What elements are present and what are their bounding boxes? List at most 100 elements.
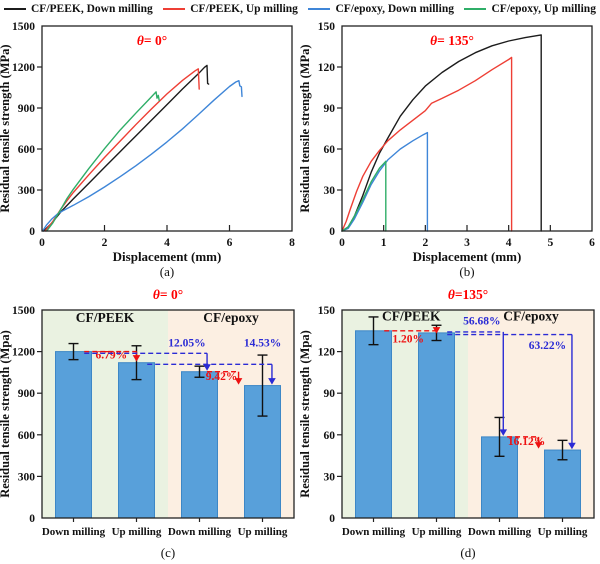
x-tick-label: 4 (164, 237, 170, 249)
x-tick-label: 6 (227, 237, 233, 249)
series-line (42, 64, 210, 232)
series-line (341, 131, 429, 232)
theta-annotation: θ= 0° (137, 33, 167, 48)
annotation-arrow-head (534, 442, 543, 449)
subplot-caption: (b) (459, 264, 474, 279)
category-label: Up milling (238, 526, 288, 538)
annotation-arrow-head (132, 355, 141, 362)
bar-chart-theta-135: 1.20% 56.68% 63.22% 16.12% CF/PEEK CF/epoxy 0 3… (300, 280, 600, 564)
y-tick-label: 300 (18, 471, 36, 483)
y-tick-label: 600 (18, 144, 36, 156)
annotation-percent-label: 14.53% (244, 338, 281, 350)
y-axis-title: Residual tensile strength (MPa) (300, 44, 312, 212)
annotation-percent-label: 12.05% (168, 338, 205, 350)
legend-line-swatch (4, 8, 26, 10)
series-line (341, 160, 387, 232)
y-tick-label: 120 (318, 62, 336, 74)
series-line (341, 34, 542, 232)
x-tick-label: 2 (422, 237, 428, 249)
theta-annotation: θ= 0° (153, 287, 183, 302)
x-tick-label: 6 (589, 237, 595, 249)
legend-label: CF/epoxy, Up milling (491, 3, 596, 15)
bar-chart-svg-c: 6.79% 12.05% 14.53% 9.42% CF/PEEK CF/epoxy 0 30… (0, 287, 295, 560)
bar (118, 362, 155, 519)
subplot-caption: (c) (161, 545, 175, 560)
y-tick-label: 0 (29, 513, 35, 525)
category-label: Down milling (468, 526, 532, 538)
y-tick-label: 0 (329, 226, 335, 238)
annotation-arrow-head (234, 378, 243, 385)
material-region-label: CF/epoxy (203, 310, 259, 325)
y-tick-label: 1200 (12, 62, 35, 74)
y-tick-label: 0 (329, 513, 335, 525)
category-label: Up milling (412, 526, 462, 538)
annotation-percent-label: 9.42% (206, 371, 238, 383)
x-tick-label: 5 (547, 237, 553, 249)
x-tick-label: 0 (39, 237, 45, 249)
annotation-arrow-head (499, 429, 508, 436)
x-tick-label: 4 (506, 237, 512, 249)
y-tick-label: 60 (324, 144, 336, 156)
legend-item: CF/PEEK, Up milling (163, 3, 298, 15)
legend-item: CF/epoxy, Up milling (464, 3, 596, 15)
category-label: Down milling (42, 526, 106, 538)
annotation-percent-label: 6.79% (95, 350, 127, 362)
annotation-arrow-head (268, 378, 276, 385)
category-label: Down milling (342, 526, 406, 538)
bar-chart-theta-0: 6.79% 12.05% 14.53% 9.42% CF/PEEK CF/epoxy 0 30… (0, 280, 300, 564)
y-tick-label: 30 (324, 185, 336, 197)
y-tick-label: 150 (318, 21, 336, 33)
category-label: Up milling (112, 526, 162, 538)
legend-label: CF/PEEK, Up milling (190, 3, 298, 15)
plot-frame (341, 25, 593, 232)
legend-line-swatch (308, 8, 331, 10)
theta-annotation: θ= 135° (430, 33, 474, 48)
category-label: Up milling (538, 526, 588, 538)
bar (181, 371, 218, 519)
annotation-percent-label: 16.12% (508, 436, 545, 448)
y-tick-label: 30 (324, 471, 336, 483)
bar-chart-svg-d: 1.20% 56.68% 63.22% 16.12% CF/PEEK CF/epoxy 0 3… (300, 287, 595, 560)
x-axis-title: Displacement (mm) (413, 249, 522, 264)
legend-line-swatch (163, 8, 186, 10)
x-tick-label: 2 (102, 237, 108, 249)
x-tick-label: 8 (289, 237, 295, 249)
bar (418, 332, 455, 519)
category-label: Down milling (168, 526, 232, 538)
x-axis-title: Displacement (mm) (113, 249, 222, 264)
y-tick-label: 90 (324, 388, 336, 400)
material-region-label: CF/epoxy (503, 308, 559, 323)
y-tick-label: 120 (318, 347, 336, 359)
y-tick-label: 600 (18, 430, 36, 442)
legend-label: CF/epoxy, Down milling (335, 3, 454, 15)
annotation-arrow-head (568, 442, 576, 450)
y-tick-label: 0 (29, 226, 35, 238)
annotation-percent-label: 63.22% (529, 340, 566, 352)
plot-frame (41, 309, 295, 519)
y-tick-label: 1500 (12, 21, 35, 33)
y-tick-label: 1500 (12, 305, 35, 317)
annotation-arrow-head (432, 327, 441, 334)
y-tick-label: 900 (18, 103, 36, 115)
bar (55, 351, 92, 519)
line-chart-theta-135: 0 1 2 3 4 5 6 0 30 60 90 120 150 θ= 135° Displacement … (300, 18, 600, 280)
line-chart-svg-a: 0 2 4 6 8 0 300 600 900 1200 1500 θ= 0° Displacement… (0, 21, 295, 279)
y-axis-title: Residual tensile strength (Mpa) (300, 330, 312, 497)
y-tick-label: 60 (324, 430, 336, 442)
y-tick-label: 900 (18, 388, 36, 400)
series-line (46, 91, 160, 232)
material-region-label: CF/PEEK (76, 310, 135, 325)
series-line (341, 56, 513, 232)
x-tick-label: 3 (464, 237, 470, 249)
theta-annotation: θ=135° (448, 287, 488, 302)
plot-frame (41, 25, 293, 232)
y-tick-label: 1200 (12, 347, 35, 359)
y-tick-label: 300 (18, 185, 36, 197)
annotation-percent-label: 1.20% (392, 334, 424, 346)
line-charts-row: 0 2 4 6 8 0 300 600 900 1200 1500 θ= 0° Displacement… (0, 18, 600, 280)
series-line (41, 80, 243, 232)
y-axis-title: Residual tensile strength (Mpa) (0, 330, 12, 497)
subplot-caption: (a) (160, 264, 174, 279)
